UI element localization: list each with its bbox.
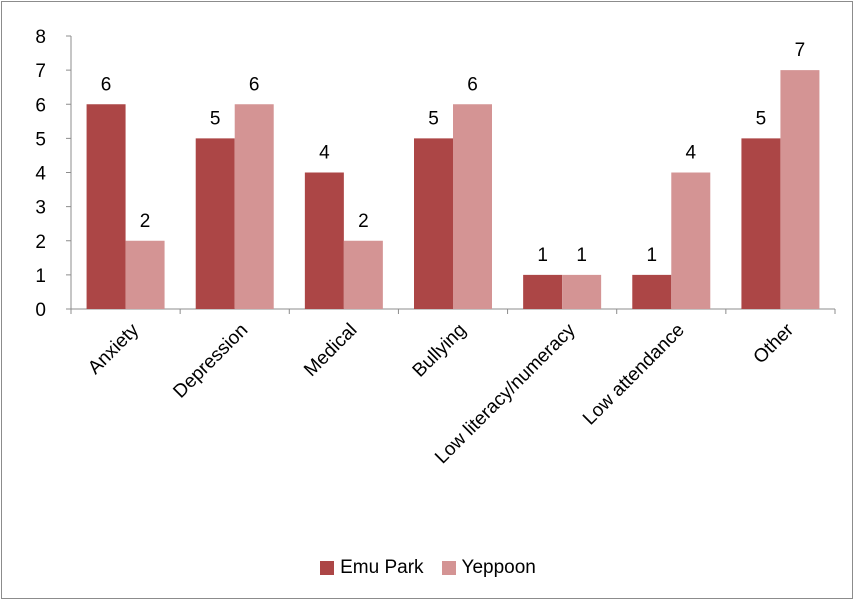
category-label: Other [750,319,799,368]
data-label: 5 [428,108,439,129]
data-label: 6 [249,74,260,95]
y-tick-label: 2 [35,232,46,253]
legend-item-series-2: Yeppoon [441,557,536,579]
category-label: Low attendance [579,320,689,430]
y-tick-label: 4 [35,164,46,185]
category-label: Anxiety [84,319,143,378]
bar-series-1 [632,274,672,309]
bar-series-1 [414,138,453,309]
bar-series-2 [234,104,274,309]
bar-series-2 [780,70,820,309]
y-tick-label: 7 [35,61,46,82]
y-tick-label: 3 [35,198,46,219]
data-label: 4 [319,143,330,164]
legend-label-series-2: Yeppoon [461,557,536,578]
y-tick-label: 0 [35,300,46,321]
bar-series-1 [86,104,126,309]
data-label: 5 [756,108,767,129]
data-label: 5 [210,108,221,129]
data-label: 4 [685,143,696,164]
category-label: Medical [300,320,361,381]
bar-series-1 [523,274,563,309]
data-label: 7 [795,40,806,61]
bar-series-2 [125,240,165,309]
y-tick-label: 6 [35,95,46,116]
legend: Emu Park Yeppoon [0,553,856,583]
y-tick-label: 8 [35,27,46,48]
category-label: Bullying [409,320,471,382]
data-labels: 6 5 4 5 1 1 5 2 6 2 6 1 4 7 [101,40,805,266]
bar-series-2 [562,274,602,309]
bar-series-1 [195,138,235,309]
data-label: 1 [646,245,657,266]
legend-swatch-series-1 [320,561,335,575]
bar-series-2 [343,240,383,309]
data-label: 6 [467,74,478,95]
data-label: 2 [140,211,151,232]
bar-series-2 [671,172,711,309]
y-tick-label: 1 [35,266,46,287]
bars [86,70,820,309]
bar-series-2 [453,104,492,309]
category-label: Depression [169,320,252,403]
data-label: 1 [537,245,548,266]
legend-label-series-1: Emu Park [340,557,424,578]
data-label: 6 [101,74,112,95]
bar-series-1 [304,172,344,309]
data-label: 1 [576,245,587,266]
bar-series-1 [741,138,781,309]
legend-swatch-series-2 [441,561,456,575]
legend-item-series-1: Emu Park [320,557,424,579]
data-label: 2 [358,211,369,232]
y-tick-label: 5 [35,129,46,150]
